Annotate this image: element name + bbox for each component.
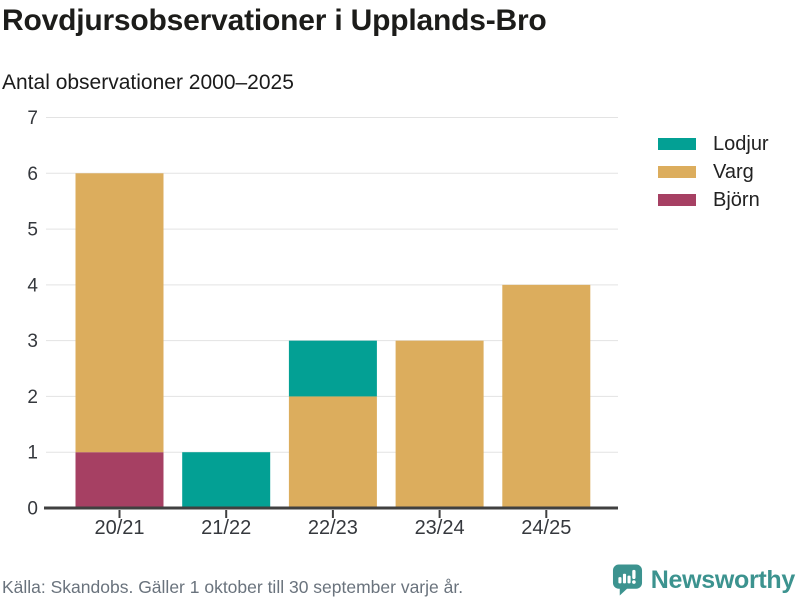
legend-swatch-varg (658, 166, 696, 178)
chart-legend: Lodjur Varg Björn (658, 130, 769, 214)
x-tick-label: 24/25 (521, 517, 571, 539)
y-tick-label: 2 (27, 387, 38, 408)
bar-segment-varg-23-24 (395, 340, 484, 508)
x-tick-label: 22/23 (308, 517, 358, 539)
bar-segment-varg-20-21 (75, 173, 164, 453)
bar-segment-lodjur-21-22 (182, 452, 271, 508)
y-tick-label: 4 (27, 275, 38, 296)
y-tick-label: 0 (27, 499, 38, 520)
bar-segment-varg-24-25 (502, 284, 591, 508)
x-tick-label: 23/24 (415, 517, 465, 539)
chart-subtitle: Antal observationer 2000–2025 (2, 71, 294, 94)
page-title: Rovdjursobservationer i Upplands-Bro (2, 4, 547, 37)
chart-canvas: 0 1 2 3 4 5 6 7 20/21 21/22 22/23 23/24 24/25 (27, 108, 618, 539)
newsworthy-wordmark: Newsworthy (650, 565, 796, 594)
bar-segment-varg-22-23 (288, 396, 377, 508)
legend-label: Björn (713, 188, 760, 211)
legend-label: Varg (713, 160, 754, 183)
bar-segment-björn-20-21 (75, 452, 164, 508)
legend-item-varg[interactable]: Varg (658, 158, 769, 186)
bar-segment-lodjur-22-23 (288, 340, 377, 397)
source-note: Källa: Skandobs. Gäller 1 oktober till 3… (2, 577, 464, 597)
y-tick-label: 3 (27, 331, 38, 352)
legend-label: Lodjur (713, 132, 769, 155)
y-tick-label: 5 (27, 220, 38, 241)
legend-swatch-lodjur (658, 138, 696, 150)
legend-item-bjorn[interactable]: Björn (658, 186, 769, 214)
y-tick-label: 1 (27, 443, 38, 464)
legend-item-lodjur[interactable]: Lodjur (658, 130, 769, 158)
newsworthy-icon (612, 564, 642, 596)
legend-swatch-bjorn (658, 194, 696, 206)
y-tick-label: 6 (27, 164, 38, 185)
x-tick-label: 20/21 (94, 517, 144, 539)
bar-chart: 0 1 2 3 4 5 6 7 20/21 21/22 22/23 23/24 24/25 (27, 108, 618, 539)
x-tick-label: 21/22 (201, 517, 251, 539)
y-tick-label: 7 (27, 108, 38, 129)
newsworthy-logo[interactable]: Newsworthy (612, 563, 795, 597)
